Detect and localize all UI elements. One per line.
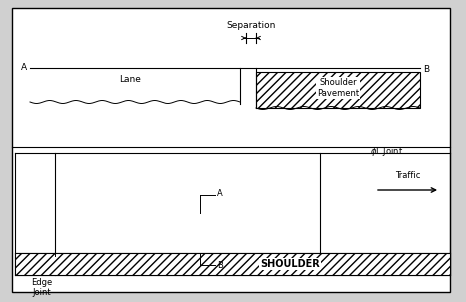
Text: Lane: Lane: [119, 76, 141, 85]
Text: Separation: Separation: [226, 21, 276, 31]
Bar: [15, 253, 450, 275]
Text: Traffic: Traffic: [395, 171, 420, 180]
Text: B: B: [423, 65, 429, 73]
Text: Edge
Joint: Edge Joint: [31, 278, 53, 297]
Text: A: A: [21, 63, 27, 72]
Text: $\it{\phi}$L Joint: $\it{\phi}$L Joint: [370, 146, 403, 159]
Text: A: A: [217, 189, 223, 198]
Text: Shoulder
Pavement: Shoulder Pavement: [317, 78, 359, 98]
Text: SHOULDER: SHOULDER: [260, 259, 320, 269]
Text: B: B: [217, 261, 223, 269]
Bar: [256, 72, 420, 108]
